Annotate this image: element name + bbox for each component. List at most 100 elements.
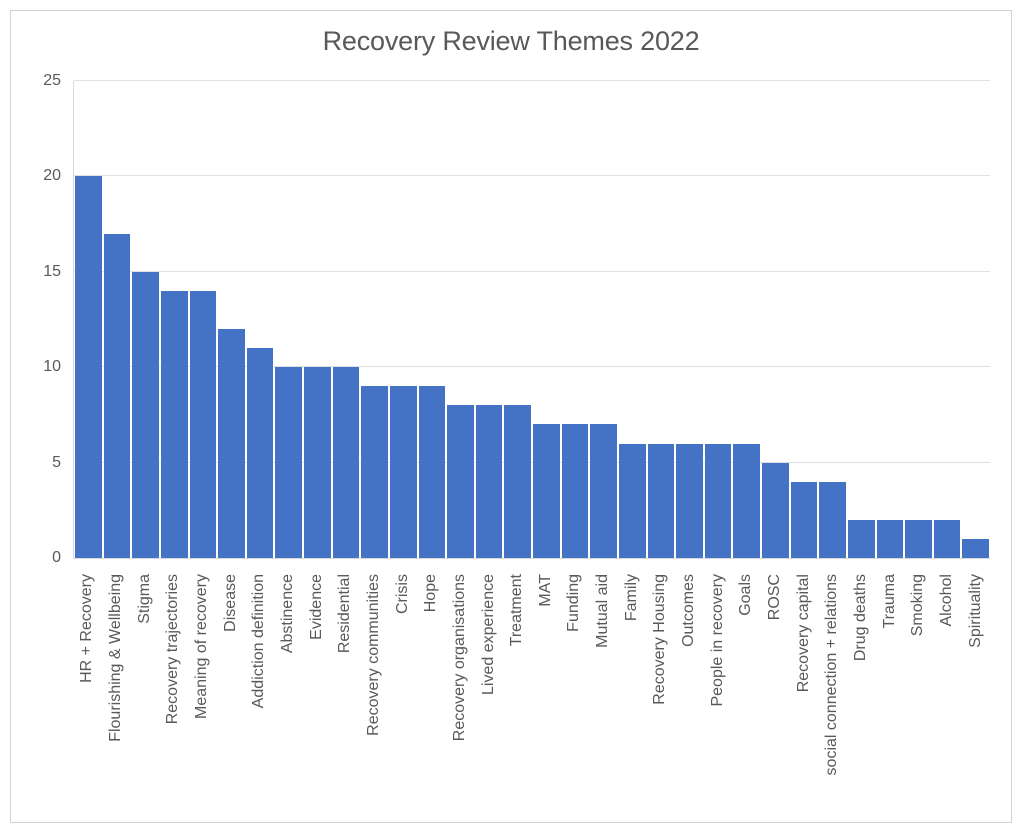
x-axis-label: Outcomes [680, 574, 698, 647]
x-axis-category: Drug deaths [848, 567, 875, 819]
bar [533, 424, 560, 558]
y-axis-tick-label: 10 [43, 358, 61, 376]
bar [647, 444, 675, 558]
bar [704, 444, 732, 558]
x-axis-category: Recovery organisations [447, 567, 474, 819]
x-axis-category: Outcomes [676, 567, 703, 819]
x-axis-label: Funding [565, 574, 583, 632]
x-axis-label: Crisis [393, 574, 411, 614]
x-axis-label: Addiction definition [250, 574, 268, 709]
x-axis-label: Mutual aid [594, 574, 612, 648]
x-axis-label: Abstinence [279, 574, 297, 654]
bar [618, 444, 646, 558]
x-axis: HR + Recovery Flourishing & Wellbeing Stig… [73, 567, 990, 819]
x-axis-category: Lived experience [475, 567, 502, 819]
x-axis-label: Recovery Housing [651, 574, 669, 705]
x-axis-label: Hope [422, 574, 440, 613]
bar [676, 444, 703, 558]
x-axis-label: Lived experience [479, 574, 497, 695]
y-axis-tick-label: 5 [52, 453, 61, 471]
x-axis-category: MAT [533, 567, 560, 819]
x-axis-label: social connection + relations [823, 574, 841, 776]
bar [275, 367, 302, 558]
x-axis-category: Spirituality [962, 567, 989, 819]
x-axis-category: HR + Recovery [74, 567, 101, 819]
x-axis-label: Trauma [880, 574, 898, 629]
bar [361, 386, 388, 558]
bar [847, 520, 875, 558]
gridline [74, 271, 990, 272]
y-axis-tick-label: 15 [43, 262, 61, 280]
x-axis-category: Goals [733, 567, 760, 819]
bar [733, 444, 760, 558]
bar [189, 291, 217, 558]
x-axis-label: Spirituality [966, 574, 984, 648]
gridline [74, 462, 990, 463]
x-axis-label: Stigma [135, 574, 153, 624]
x-axis-category: Stigma [131, 567, 158, 819]
x-axis-category: Meaning of recovery [189, 567, 216, 819]
x-axis-category: Smoking [905, 567, 932, 819]
bar [905, 520, 932, 558]
x-axis-category: Crisis [389, 567, 416, 819]
x-axis-category: Residential [332, 567, 359, 819]
y-axis-tick-label: 0 [52, 549, 61, 566]
bar-series [74, 81, 990, 558]
bar [246, 348, 274, 558]
x-axis-category: Treatment [504, 567, 531, 819]
x-axis-label: ROSC [766, 574, 784, 621]
bar [332, 367, 360, 558]
x-axis-category: Disease [217, 567, 244, 819]
x-axis-label: MAT [537, 574, 555, 607]
x-axis-category: ROSC [762, 567, 789, 819]
y-axis-tick-label: 20 [43, 167, 61, 185]
bar [962, 539, 989, 558]
x-axis-label: HR + Recovery [78, 574, 96, 683]
chart-title: Recovery Review Themes 2022 [322, 26, 700, 56]
x-axis-category: Family [618, 567, 645, 819]
x-axis-label: Disease [221, 574, 239, 632]
x-axis-label: Smoking [909, 574, 927, 637]
bar [876, 520, 904, 558]
chart-frame: Recovery Review Themes 2022 0 5 10 15 20 25 H… [10, 10, 1012, 823]
x-axis-label: Alcohol [938, 574, 956, 627]
x-axis-label: Goals [737, 574, 755, 616]
x-axis-label: Recovery organisations [451, 574, 469, 742]
x-axis-category: social connection + relations [819, 567, 846, 819]
x-axis-label: Family [623, 574, 640, 622]
bar [418, 386, 446, 558]
x-axis-label: Evidence [307, 574, 325, 640]
bar [447, 405, 474, 558]
x-axis-category: Evidence [303, 567, 330, 819]
x-axis-category: Hope [418, 567, 445, 819]
x-axis-category: Alcohol [934, 567, 961, 819]
bar [590, 424, 617, 558]
x-axis-category: Funding [561, 567, 588, 819]
bar [933, 520, 961, 558]
plot-area [73, 80, 990, 559]
x-axis-category: Abstinence [275, 567, 302, 819]
x-axis-label: Drug deaths [852, 574, 870, 662]
x-axis-category: People in recovery [704, 567, 731, 819]
x-axis-category: Addiction definition [246, 567, 273, 819]
gridline [74, 175, 990, 176]
x-axis-label: Treatment [508, 574, 526, 647]
bar [762, 463, 789, 558]
bar [389, 386, 417, 558]
bar [304, 367, 331, 558]
x-axis-category: Flourishing & Wellbeing [103, 567, 130, 819]
bar [103, 234, 131, 558]
bar [160, 291, 188, 558]
y-axis-tick-label: 25 [43, 72, 61, 89]
x-axis-label: Recovery capital [794, 574, 812, 693]
bar [561, 424, 589, 558]
bar [504, 405, 531, 558]
x-axis-category: Mutual aid [590, 567, 617, 819]
gridline [74, 366, 990, 367]
x-axis-category: Recovery capital [790, 567, 817, 819]
bar [819, 482, 846, 558]
x-axis-label: Flourishing & Wellbeing [107, 574, 125, 742]
x-axis-category: Recovery communities [361, 567, 388, 819]
x-axis-label: Recovery communities [365, 574, 383, 736]
